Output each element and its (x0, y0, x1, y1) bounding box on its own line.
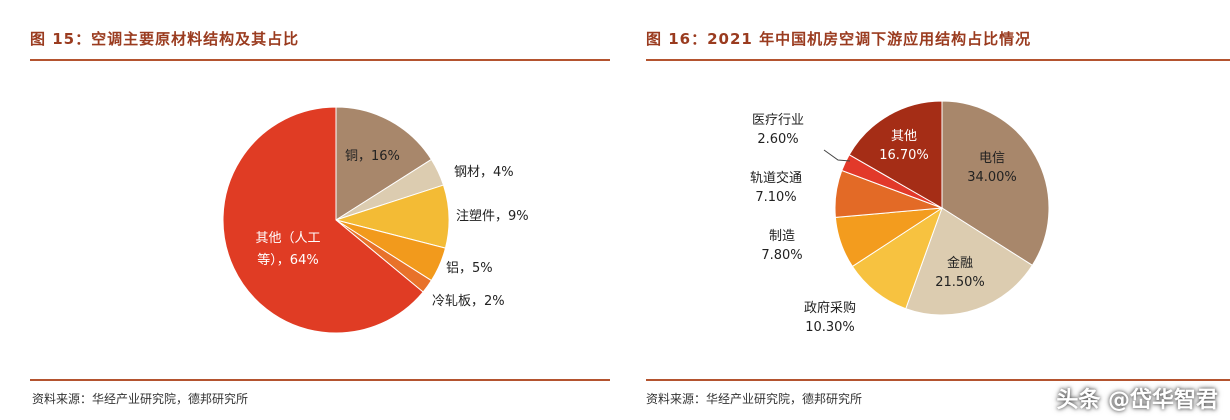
figure-16-source: 资料来源：华经产业研究院，德邦研究所 (646, 392, 863, 406)
figure-15-pie-chart: 铜，16% 钢材，4% 注塑件，9% 铝，5% 冷轧板，2% 其他（人工等），64% (222, 106, 529, 334)
figure-16-title: 图 16：2021 年中国机房空调下游应用结构占比情况 (646, 30, 1032, 48)
figure-16-top-rule (646, 59, 1230, 61)
pie-label-5: 其他（人工等），64% (255, 231, 320, 268)
figure-15-bottom-rule (30, 379, 610, 381)
pie-label-4: 轨道交通 7.10% (750, 170, 802, 205)
figure-16-pie-chart: 电信 34.00% 金融 21.50% 政府采购 10.30% 制造 7.80% 轨道交通 7.1… (750, 100, 1050, 335)
figure-16-bottom-rule (646, 379, 1230, 381)
pie-label-5: 医疗行业 2.60% (752, 113, 804, 147)
pie-slice-1 (905, 207, 1034, 316)
pie-label-0: 电信 34.00% (967, 151, 1017, 185)
pie-label-1: 钢材，4% (454, 165, 514, 180)
pie-label-2: 政府采购 10.30% (804, 300, 856, 335)
pie-label-3: 制造 7.80% (761, 229, 802, 263)
pie-label-4: 冷轧板，2% (432, 294, 505, 309)
figure-15-source: 资料来源：华经产业研究院，德邦研究所 (32, 392, 249, 406)
pie-slice-5 (222, 106, 424, 334)
pie-slice-2 (851, 206, 943, 310)
figure-16-panel: 图 16：2021 年中国机房空调下游应用结构占比情况 电信 34.00% 金融 21… (628, 0, 1230, 420)
leader-line-medical (823, 149, 851, 162)
pie-slice-0 (335, 106, 433, 221)
pie-label-2: 注塑件，9% (456, 209, 529, 224)
watermark: 头条 @岱华智君 (1056, 388, 1218, 413)
figure-15-top-rule (30, 59, 610, 61)
pie-slice-0 (941, 100, 1050, 267)
figure-15-title: 图 15：空调主要原材料结构及其占比 (30, 30, 300, 48)
pie-slice-6 (848, 100, 943, 209)
pie-label-3: 铝，5% (446, 261, 493, 276)
figure-15-panel: 图 15：空调主要原材料结构及其占比 铜，16% 钢材，4% 注塑件，9% 铝，5% 冷… (30, 30, 610, 406)
pie-label-0: 铜，16% (345, 149, 400, 164)
pie-label-1: 金融 21.50% (935, 255, 985, 290)
pie-label-6: 其他 16.70% (879, 129, 929, 163)
